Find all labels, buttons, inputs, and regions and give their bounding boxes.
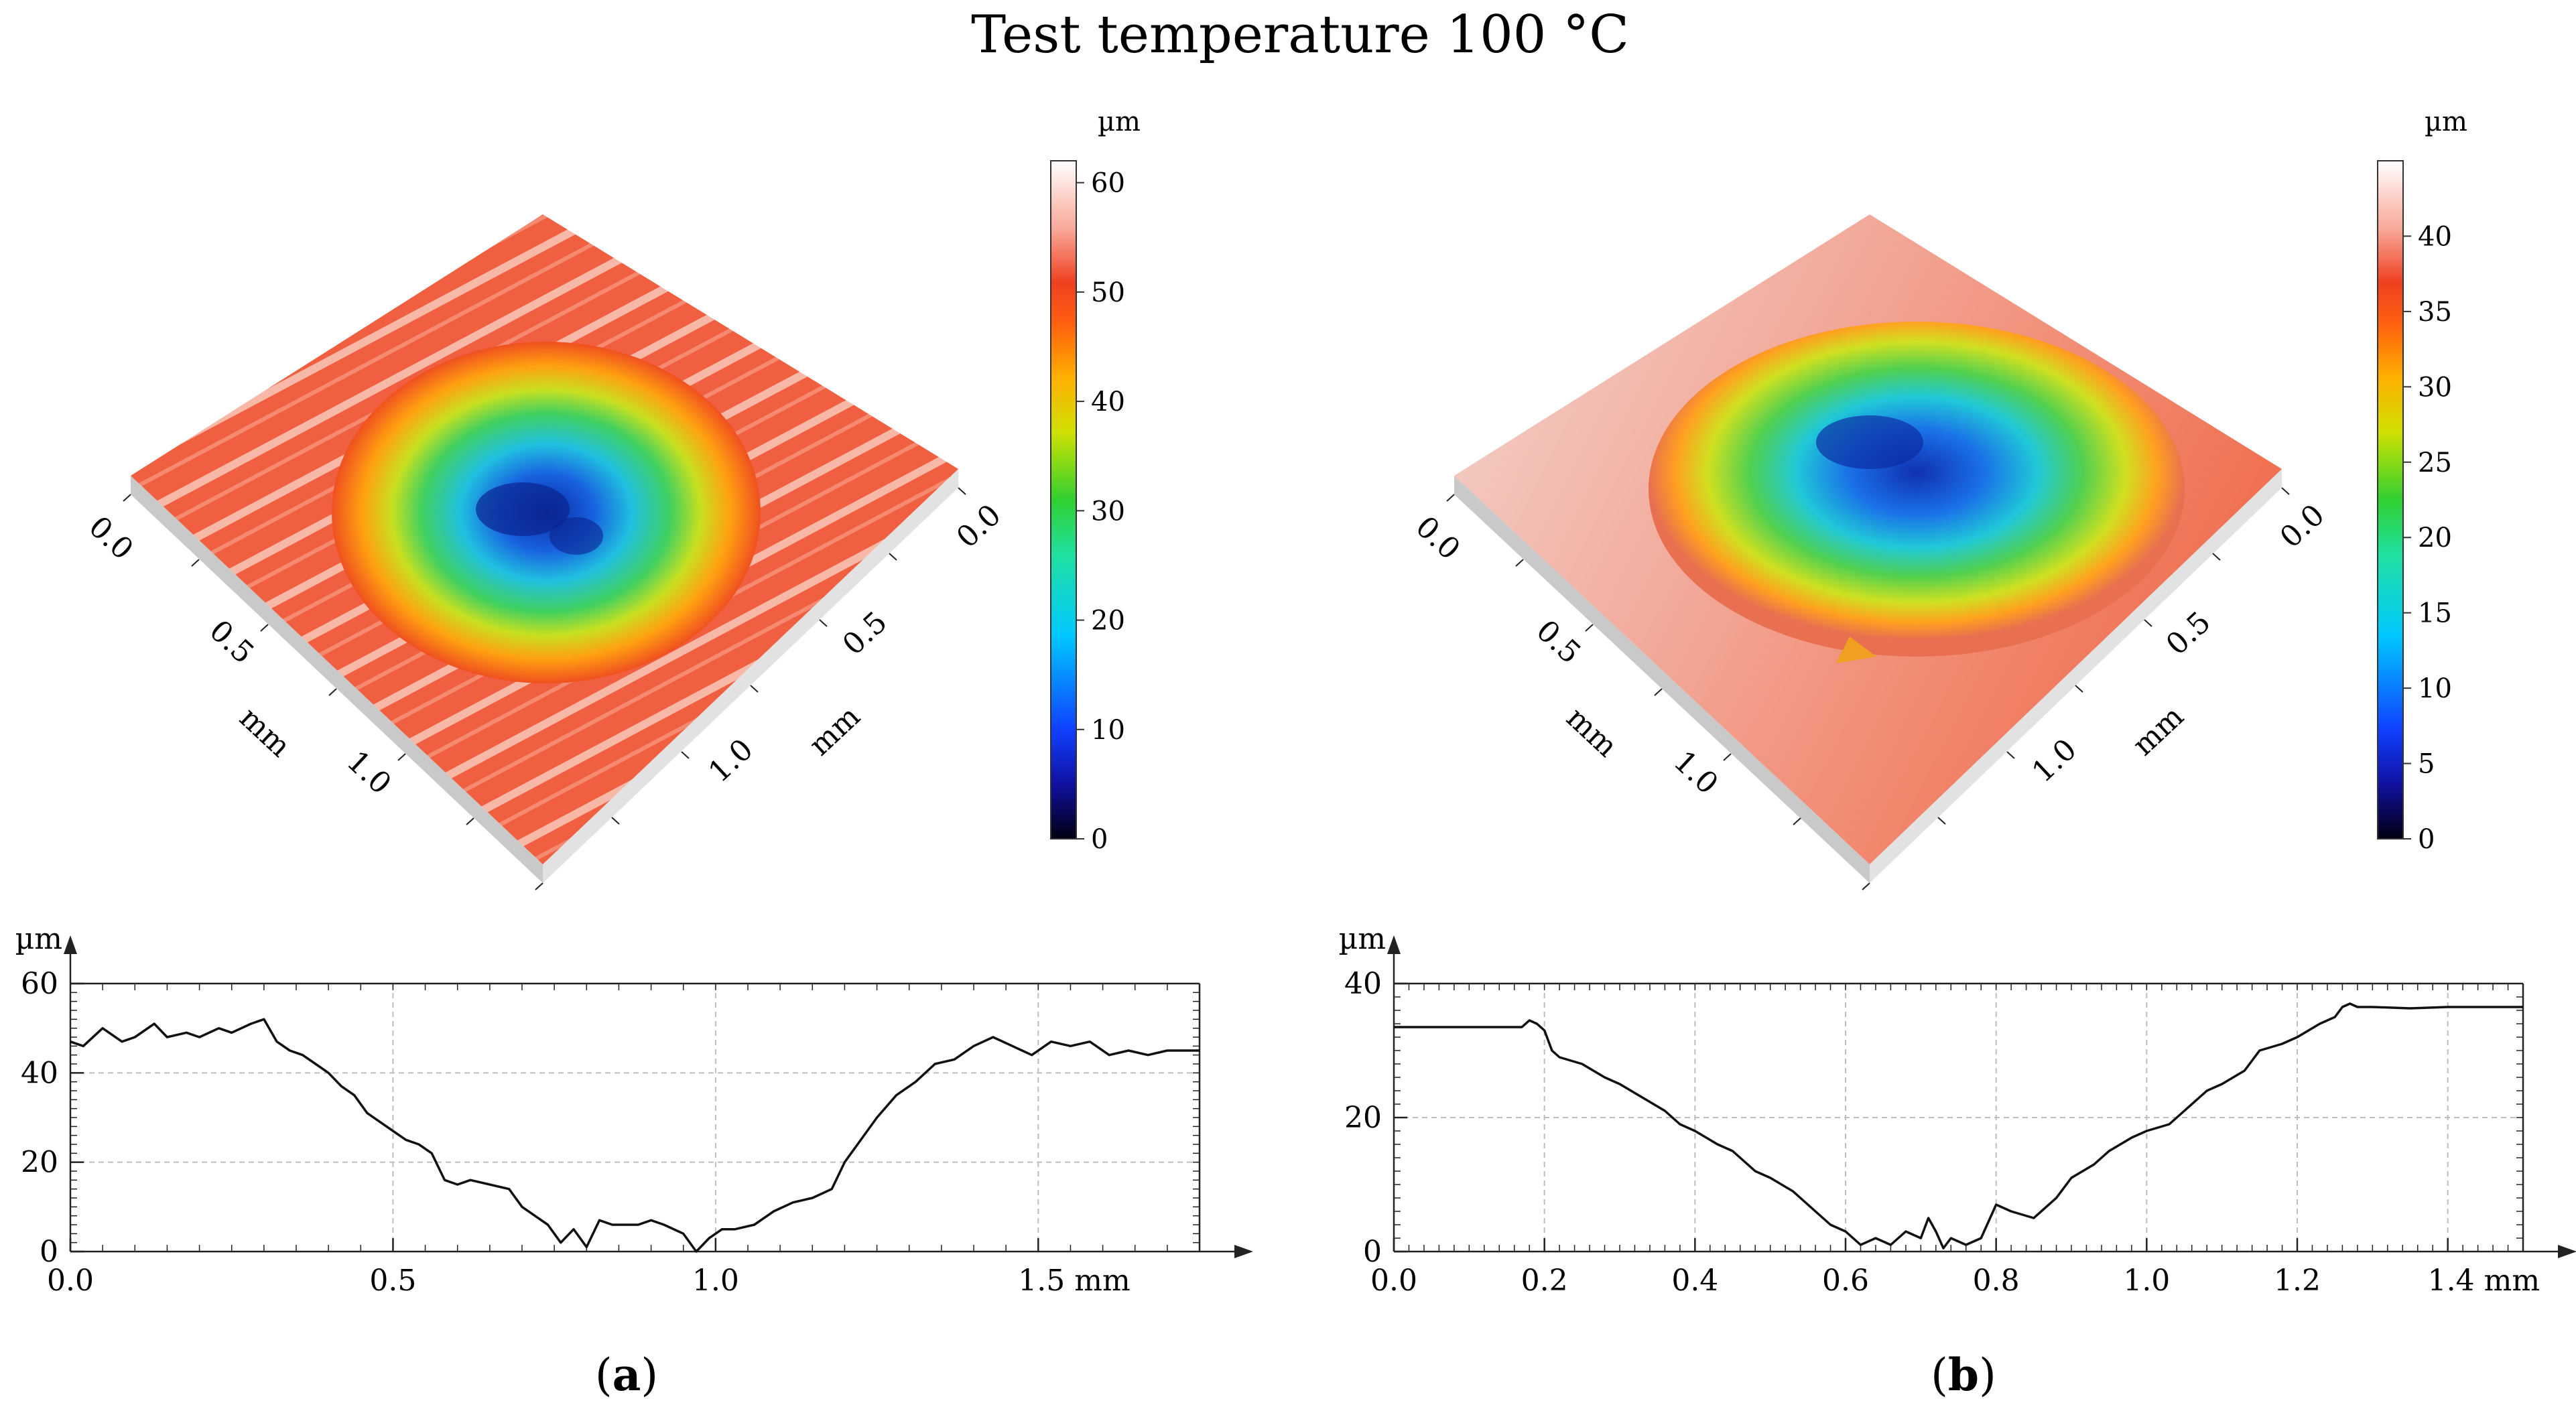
colorbar-a-ticks: 0 10 20 30 40 50 60 <box>1076 168 1125 855</box>
surface-b-right-tick-2: 1.0 <box>2026 732 2083 789</box>
colorbar-a-tick-label: 30 <box>1091 496 1125 527</box>
colorbar-b-tick-label: 10 <box>2418 673 2452 704</box>
panel-label-b: (b) <box>1931 1349 1996 1401</box>
surface-panel-b: 0.0 0.5 1.0 mm 0.0 0.5 1.0 mm <box>1409 214 2331 890</box>
colorbar-a-tick-label: 60 <box>1091 168 1125 199</box>
surface-b-side-left <box>1454 476 1870 883</box>
surface-a-side-right <box>543 469 958 883</box>
surface-b-right-tick-1: 0.5 <box>2160 605 2217 662</box>
surface-b-left-tick-2: 1.0 <box>1667 744 1724 801</box>
surface-b-right-tick-0: 0.0 <box>2274 498 2331 555</box>
chart-b-y-unit: µm <box>1339 922 1386 956</box>
surface-panel-a: 0.0 0.5 1.0 mm 0.0 0.5 1.0 mm <box>82 214 1008 890</box>
chart-b-x-tick-label: 0.2 <box>1521 1264 1568 1298</box>
colorbar-a-tick-label: 20 <box>1091 606 1125 636</box>
surface-a-right-unit: mm <box>803 699 867 762</box>
surface-a-left-tick-0: 0.0 <box>82 510 139 567</box>
colorbar-b-tick-label: 35 <box>2418 297 2452 328</box>
surface-b-pit <box>1649 322 2185 657</box>
colorbar-b-unit: µm <box>2425 107 2467 137</box>
panel-label-a: (a) <box>595 1349 658 1401</box>
surface-b-left-tick-0: 0.0 <box>1409 510 1466 567</box>
chart-b-y-tick-label: 40 <box>1344 967 1382 1001</box>
colorbar-b-tick-label: 20 <box>2418 523 2452 553</box>
chart-a-x-arrow <box>1234 1245 1253 1258</box>
chart-a-x-tick-label: 1.5 mm <box>1018 1264 1130 1298</box>
chart-a-x-tick-label: 0.5 <box>369 1264 416 1298</box>
chart-b-y-tick-label: 0 <box>1363 1235 1382 1269</box>
chart-b-x-tick-label: 0.4 <box>1671 1264 1718 1298</box>
chart-b-x-tick-label: 0.6 <box>1822 1264 1869 1298</box>
colorbar-a-tick-label: 40 <box>1091 387 1125 417</box>
chart-a-y-tick-label: 60 <box>21 967 58 1001</box>
surface-b-right-ticks <box>1937 487 2290 825</box>
surface-a-right-tick-2: 1.0 <box>702 732 760 789</box>
surface-a-left-ticks <box>123 494 543 890</box>
colorbar-a-bar <box>1050 160 1077 839</box>
chart-b-y-arrow <box>1387 935 1401 954</box>
surface-a-side-left <box>131 476 543 883</box>
surface-a-right-tick-0: 0.0 <box>950 498 1008 555</box>
colorbar-a: µm 0 10 20 30 40 50 60 <box>1050 107 1141 855</box>
colorbar-b-tick-label: 25 <box>2418 448 2452 478</box>
colorbar-a-tick-label: 0 <box>1091 824 1108 855</box>
chart-b-x-tick-label: 1.4 mm <box>2428 1264 2540 1298</box>
surface-a-left-tick-2: 1.0 <box>340 744 397 801</box>
surface-b-left-unit: mm <box>1559 701 1624 764</box>
colorbar-b-tick-label: 5 <box>2418 749 2435 780</box>
surface-a-left-unit: mm <box>233 701 297 764</box>
chart-b-x-tick-label: 1.2 <box>2274 1264 2321 1298</box>
colorbar-b-tick-label: 15 <box>2418 598 2452 629</box>
chart-a-profile-line <box>70 1018 1200 1253</box>
figure-title: Test temperature 100 °C <box>971 5 1629 65</box>
colorbar-b-tick-label: 30 <box>2418 372 2452 403</box>
chart-a-x-tick-label: 1.0 <box>692 1264 739 1298</box>
surface-a-right-ticks <box>611 487 966 825</box>
colorbar-a-tick-label: 50 <box>1091 277 1125 308</box>
surface-a-left-tick-1: 0.5 <box>202 614 260 671</box>
colorbar-a-tick-label: 10 <box>1091 715 1125 746</box>
chart-a-y-unit: µm <box>15 922 62 956</box>
profile-chart-a: 0.0 0.5 1.0 1.5 mm 0 20 40 60 µm <box>15 922 1253 1298</box>
surface-b-side-right <box>1870 469 2282 883</box>
colorbar-b-ticks: 0 5 10 15 20 25 30 35 40 <box>2403 221 2452 855</box>
chart-a-y-tick-label: 20 <box>21 1146 58 1180</box>
chart-a-x-tick-label: 0.0 <box>47 1264 94 1298</box>
colorbar-b-bar <box>2377 160 2404 839</box>
chart-b-x-arrow <box>2558 1245 2576 1258</box>
surface-b-right-unit: mm <box>2126 699 2191 762</box>
colorbar-b-tick-label: 0 <box>2418 824 2435 855</box>
chart-a-y-tick-label: 40 <box>21 1056 58 1090</box>
chart-a-y-arrow <box>64 935 77 954</box>
chart-b-y-tick-label: 20 <box>1344 1101 1382 1135</box>
chart-a-y-tick-label: 0 <box>40 1235 58 1269</box>
colorbar-a-unit: µm <box>1098 107 1141 137</box>
chart-b-x-tick-label: 0.8 <box>1973 1264 2020 1298</box>
surface-a-right-tick-1: 0.5 <box>836 605 894 662</box>
chart-b-profile-line <box>1394 1002 2523 1250</box>
chart-b-x-tick-label: 0.0 <box>1370 1264 1417 1298</box>
surface-b-left-tick-1: 0.5 <box>1529 614 1587 671</box>
colorbar-b: µm 0 5 10 15 20 25 30 35 40 <box>2377 107 2467 855</box>
chart-b-x-tick-label: 1.0 <box>2123 1264 2170 1298</box>
surface-b-left-ticks <box>1446 494 1870 890</box>
profile-chart-b: 0.0 0.2 0.4 0.6 0.8 1.0 1.2 1.4 mm 0 20 40 µm <box>1339 922 2576 1298</box>
colorbar-b-tick-label: 40 <box>2418 221 2452 252</box>
